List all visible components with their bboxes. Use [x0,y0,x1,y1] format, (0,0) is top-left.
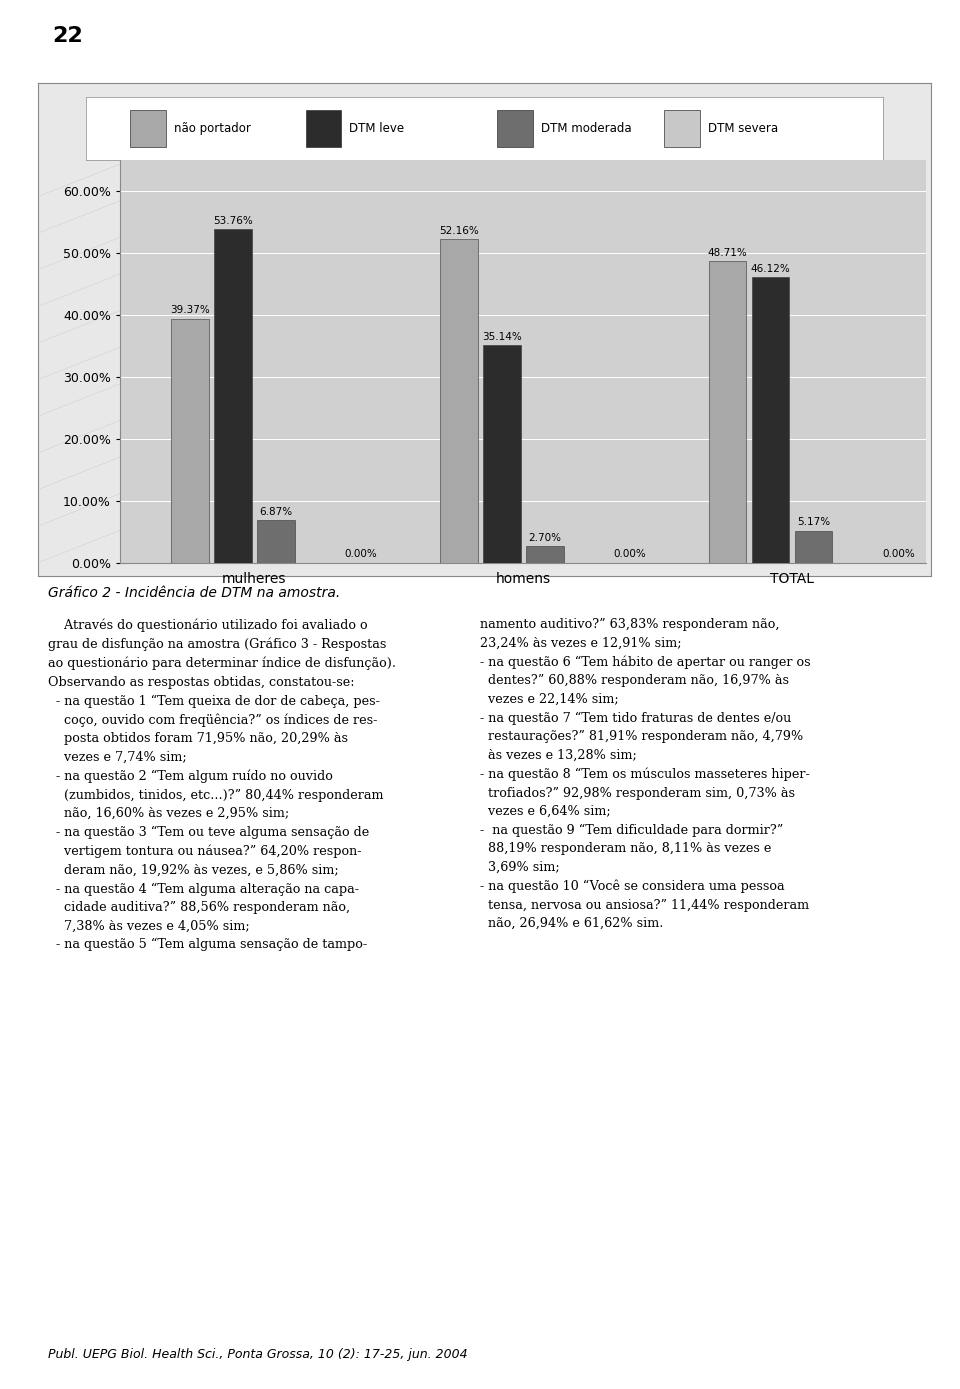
Text: DTM severa: DTM severa [708,122,778,135]
Bar [257,519,295,563]
Text: 6.87%: 6.87% [259,507,293,517]
FancyBboxPatch shape [496,110,533,147]
Bar [440,239,478,563]
FancyBboxPatch shape [305,110,342,147]
Bar [795,531,832,563]
Text: DTM moderada: DTM moderada [540,122,632,135]
FancyBboxPatch shape [131,110,166,147]
Bar [708,261,747,563]
Bar [752,276,789,563]
Text: 0.00%: 0.00% [882,550,915,560]
Text: 53.76%: 53.76% [213,217,252,226]
Text: 48.71%: 48.71% [708,247,748,257]
Bar [171,318,209,563]
FancyBboxPatch shape [14,7,120,65]
Text: não portador: não portador [174,122,251,135]
Bar [526,546,564,563]
FancyBboxPatch shape [664,110,700,147]
Text: namento auditivo?” 63,83% responderam não,
23,24% às vezes e 12,91% sim;
- na qu: namento auditivo?” 63,83% responderam nã… [480,618,810,931]
Bar [214,229,252,563]
Text: 5.17%: 5.17% [797,518,830,528]
Text: 39.37%: 39.37% [170,306,210,315]
Text: Através do questionário utilizado foi avaliado o
grau de disfunção na amostra (G: Através do questionário utilizado foi av… [48,618,396,951]
Text: 0.00%: 0.00% [345,550,377,560]
Text: 46.12%: 46.12% [751,264,790,274]
Text: 52.16%: 52.16% [439,226,479,236]
Text: DTM leve: DTM leve [349,122,404,135]
Text: 0.00%: 0.00% [613,550,646,560]
Text: 35.14%: 35.14% [482,332,521,342]
Text: Gráfico 2 - Incidência de DTM na amostra.: Gráfico 2 - Incidência de DTM na amostra… [48,586,340,600]
Text: Publ. UEPG Biol. Health Sci., Ponta Grossa, 10 (2): 17-25, jun. 2004: Publ. UEPG Biol. Health Sci., Ponta Gros… [48,1349,468,1361]
Text: 22: 22 [52,26,83,46]
Bar [483,344,520,563]
Text: 2.70%: 2.70% [528,533,562,543]
